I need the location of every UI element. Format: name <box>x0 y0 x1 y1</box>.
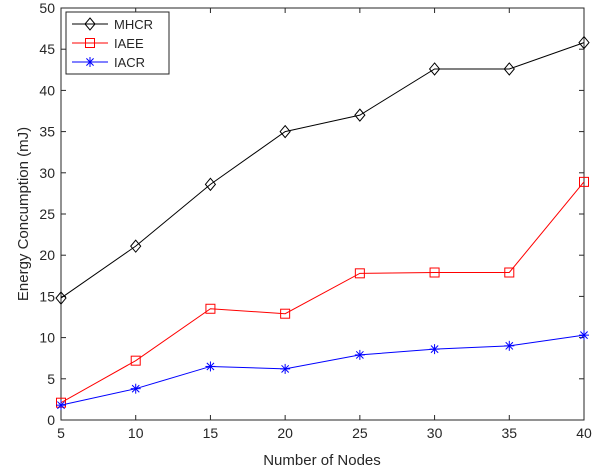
legend-label: MHCR <box>114 17 153 32</box>
square-marker <box>504 267 515 278</box>
square-marker <box>130 355 141 366</box>
y-axis-label: Energy Concumption (mJ) <box>15 127 32 301</box>
series-line-iaee <box>60 181 585 404</box>
asterisk-marker <box>56 400 66 411</box>
asterisk-marker <box>429 344 440 355</box>
legend-item: IAEE <box>72 36 144 51</box>
x-tick-label: 25 <box>352 425 368 441</box>
y-tick-label: 40 <box>39 82 55 98</box>
asterisk-marker <box>354 349 365 360</box>
diamond-marker <box>578 35 590 50</box>
diamond-marker <box>428 62 441 76</box>
asterisk-marker <box>130 383 141 394</box>
series-mhcr <box>55 35 590 305</box>
asterisk-marker <box>579 330 589 341</box>
diamond-marker <box>354 108 366 122</box>
diamond-marker <box>55 291 67 305</box>
x-tick-label: 5 <box>57 425 65 441</box>
asterisk-marker <box>85 57 95 67</box>
series-iacr <box>56 330 589 411</box>
square-marker <box>280 308 291 319</box>
y-tick-label: 0 <box>47 412 55 428</box>
diamond-marker <box>204 177 217 192</box>
x-axis-ticks: 5 10 15 20 25 30 35 40 <box>57 8 592 441</box>
diamond-marker <box>84 17 96 31</box>
y-tick-label: 25 <box>39 206 55 222</box>
y-axis-ticks: 0 5 10 15 20 25 30 35 40 45 50 <box>39 0 584 428</box>
square-marker <box>205 303 216 314</box>
legend-label: IACR <box>114 55 145 70</box>
diamond-marker <box>130 239 142 253</box>
y-tick-label: 10 <box>39 330 55 346</box>
y-tick-label: 15 <box>39 288 55 304</box>
x-tick-label: 15 <box>203 425 219 441</box>
asterisk-marker <box>205 361 216 372</box>
x-tick-label: 35 <box>501 425 517 441</box>
asterisk-marker <box>504 340 515 351</box>
diamond-marker <box>279 124 291 139</box>
legend-label: IAEE <box>114 36 144 51</box>
plot-area <box>60 7 585 421</box>
x-axis-label: Number of Nodes <box>263 452 381 469</box>
diamond-marker <box>503 62 515 76</box>
y-tick-label: 35 <box>39 124 55 140</box>
y-tick-label: 50 <box>39 0 55 16</box>
square-marker <box>429 267 440 278</box>
x-tick-label: 30 <box>427 425 443 441</box>
y-tick-label: 20 <box>39 247 55 263</box>
series-line-iacr <box>60 334 585 406</box>
series-layer <box>55 35 590 411</box>
square-marker <box>85 38 95 48</box>
y-tick-label: 5 <box>47 371 55 387</box>
series-line-mhcr <box>60 42 585 299</box>
y-tick-label: 30 <box>39 165 55 181</box>
x-tick-label: 10 <box>128 425 144 441</box>
legend-item: IACR <box>72 55 145 70</box>
series-iaee <box>56 176 589 408</box>
x-tick-label: 40 <box>576 425 592 441</box>
square-marker <box>354 268 365 279</box>
square-marker <box>579 176 589 187</box>
x-tick-label: 20 <box>277 425 293 441</box>
legend: MHCR IAEE IACR <box>65 11 170 75</box>
legend-item: MHCR <box>72 17 153 32</box>
y-tick-label: 45 <box>39 41 55 57</box>
asterisk-marker <box>280 363 291 374</box>
